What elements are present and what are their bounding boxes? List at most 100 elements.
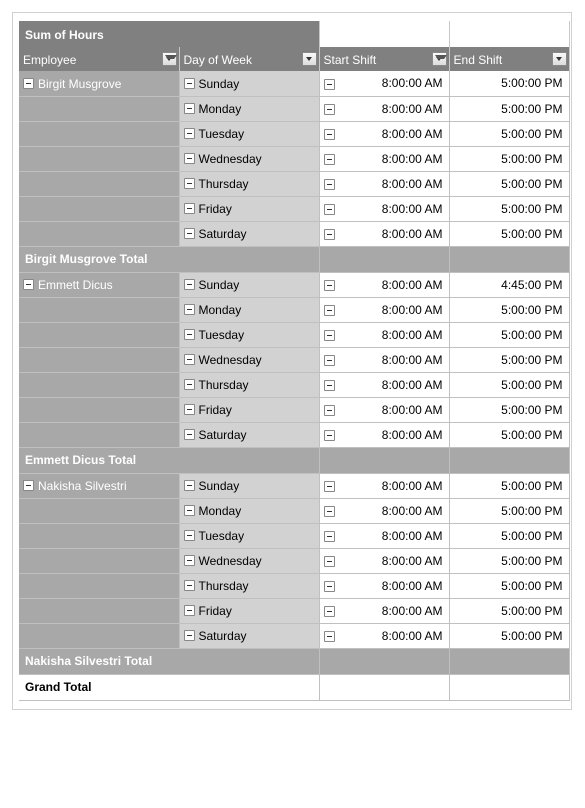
end-shift-cell[interactable]: 5:00:00 PM [449,121,569,146]
start-shift-cell[interactable]: 8:00:00 AM [319,221,449,246]
end-shift-cell[interactable]: 5:00:00 PM [449,498,569,523]
collapse-icon[interactable] [324,430,335,441]
collapse-icon[interactable] [324,405,335,416]
collapse-icon[interactable] [184,354,195,365]
day-cell[interactable]: Saturday [179,422,319,447]
filter-dropdown-icon[interactable] [432,52,447,66]
start-shift-cell[interactable]: 8:00:00 AM [319,623,449,648]
start-shift-cell[interactable]: 8:00:00 AM [319,196,449,221]
collapse-icon[interactable] [184,379,195,390]
header-end[interactable]: End Shift [449,47,569,71]
collapse-icon[interactable] [324,531,335,542]
collapse-icon[interactable] [184,279,195,290]
end-shift-cell[interactable]: 5:00:00 PM [449,347,569,372]
collapse-icon[interactable] [324,506,335,517]
collapse-icon[interactable] [324,355,335,366]
collapse-icon[interactable] [23,480,34,491]
collapse-icon[interactable] [184,630,195,641]
day-cell[interactable]: Monday [179,96,319,121]
header-employee[interactable]: Employee [19,47,179,71]
collapse-icon[interactable] [184,429,195,440]
end-shift-cell[interactable]: 5:00:00 PM [449,372,569,397]
day-cell[interactable]: Wednesday [179,548,319,573]
collapse-icon[interactable] [184,505,195,516]
collapse-icon[interactable] [324,129,335,140]
start-shift-cell[interactable]: 8:00:00 AM [319,397,449,422]
collapse-icon[interactable] [184,329,195,340]
day-cell[interactable]: Friday [179,196,319,221]
collapse-icon[interactable] [23,78,34,89]
start-shift-cell[interactable]: 8:00:00 AM [319,372,449,397]
filter-dropdown-icon[interactable] [552,52,567,66]
day-cell[interactable]: Thursday [179,372,319,397]
start-shift-cell[interactable]: 8:00:00 AM [319,598,449,623]
start-shift-cell[interactable]: 8:00:00 AM [319,422,449,447]
collapse-icon[interactable] [324,229,335,240]
header-start[interactable]: Start Shift [319,47,449,71]
collapse-icon[interactable] [23,279,34,290]
start-shift-cell[interactable]: 8:00:00 AM [319,347,449,372]
day-cell[interactable]: Wednesday [179,146,319,171]
end-shift-cell[interactable]: 5:00:00 PM [449,397,569,422]
end-shift-cell[interactable]: 5:00:00 PM [449,473,569,498]
start-shift-cell[interactable]: 8:00:00 AM [319,573,449,598]
collapse-icon[interactable] [324,481,335,492]
end-shift-cell[interactable]: 5:00:00 PM [449,322,569,347]
collapse-icon[interactable] [184,228,195,239]
collapse-icon[interactable] [324,204,335,215]
end-shift-cell[interactable]: 5:00:00 PM [449,171,569,196]
start-shift-cell[interactable]: 8:00:00 AM [319,96,449,121]
collapse-icon[interactable] [184,153,195,164]
end-shift-cell[interactable]: 5:00:00 PM [449,523,569,548]
day-cell[interactable]: Wednesday [179,347,319,372]
collapse-icon[interactable] [184,480,195,491]
collapse-icon[interactable] [184,530,195,541]
collapse-icon[interactable] [324,380,335,391]
employee-name-cell[interactable]: Emmett Dicus [19,272,179,297]
collapse-icon[interactable] [184,404,195,415]
collapse-icon[interactable] [324,330,335,341]
end-shift-cell[interactable]: 5:00:00 PM [449,623,569,648]
collapse-icon[interactable] [184,178,195,189]
start-shift-cell[interactable]: 8:00:00 AM [319,171,449,196]
collapse-icon[interactable] [324,280,335,291]
collapse-icon[interactable] [324,556,335,567]
start-shift-cell[interactable]: 8:00:00 AM [319,322,449,347]
collapse-icon[interactable] [184,605,195,616]
collapse-icon[interactable] [184,78,195,89]
collapse-icon[interactable] [324,305,335,316]
end-shift-cell[interactable]: 5:00:00 PM [449,146,569,171]
end-shift-cell[interactable]: 4:45:00 PM [449,272,569,297]
start-shift-cell[interactable]: 8:00:00 AM [319,548,449,573]
filter-dropdown-icon[interactable] [302,52,317,66]
collapse-icon[interactable] [324,631,335,642]
end-shift-cell[interactable]: 5:00:00 PM [449,96,569,121]
day-cell[interactable]: Tuesday [179,322,319,347]
day-cell[interactable]: Monday [179,297,319,322]
day-cell[interactable]: Monday [179,498,319,523]
collapse-icon[interactable] [324,79,335,90]
day-cell[interactable]: Sunday [179,473,319,498]
day-cell[interactable]: Thursday [179,171,319,196]
start-shift-cell[interactable]: 8:00:00 AM [319,523,449,548]
day-cell[interactable]: Saturday [179,221,319,246]
collapse-icon[interactable] [324,179,335,190]
day-cell[interactable]: Friday [179,598,319,623]
collapse-icon[interactable] [184,580,195,591]
day-cell[interactable]: Thursday [179,573,319,598]
end-shift-cell[interactable]: 5:00:00 PM [449,573,569,598]
end-shift-cell[interactable]: 5:00:00 PM [449,297,569,322]
start-shift-cell[interactable]: 8:00:00 AM [319,473,449,498]
end-shift-cell[interactable]: 5:00:00 PM [449,548,569,573]
start-shift-cell[interactable]: 8:00:00 AM [319,272,449,297]
day-cell[interactable]: Sunday [179,272,319,297]
end-shift-cell[interactable]: 5:00:00 PM [449,422,569,447]
end-shift-cell[interactable]: 5:00:00 PM [449,598,569,623]
employee-name-cell[interactable]: Nakisha Silvestri [19,473,179,498]
collapse-icon[interactable] [184,555,195,566]
start-shift-cell[interactable]: 8:00:00 AM [319,146,449,171]
collapse-icon[interactable] [184,128,195,139]
employee-name-cell[interactable]: Birgit Musgrove [19,71,179,96]
day-cell[interactable]: Saturday [179,623,319,648]
day-cell[interactable]: Tuesday [179,121,319,146]
